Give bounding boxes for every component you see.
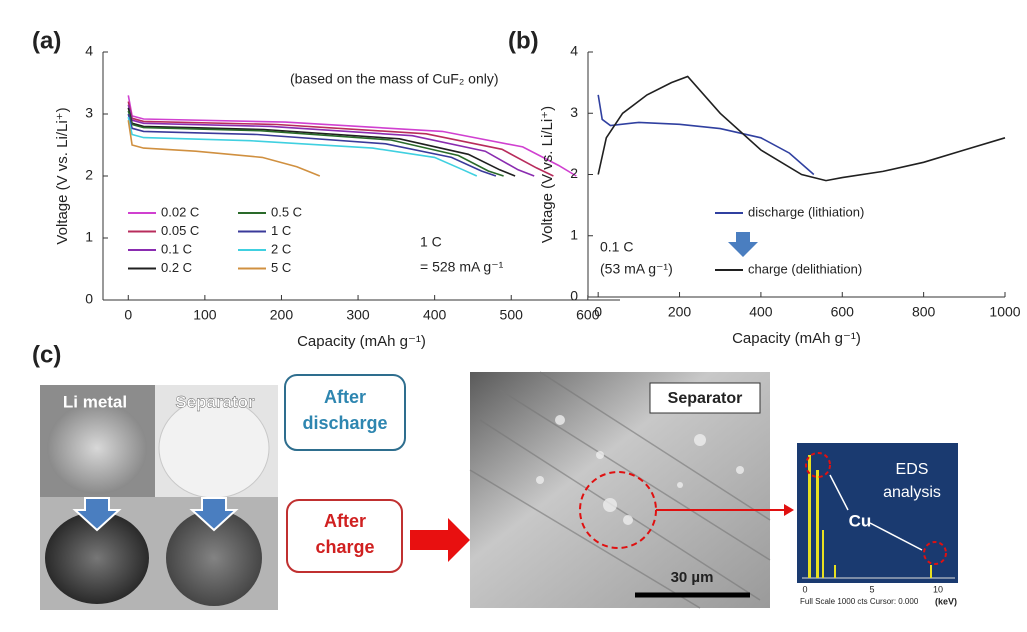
panel-label: (b): [508, 27, 539, 54]
state-box: [286, 499, 403, 573]
x-tick-label: 400: [423, 307, 447, 323]
sem-image: Separator 30 µm: [469, 371, 771, 609]
line-series: [127, 113, 497, 177]
state-label: After: [324, 511, 366, 531]
y-tick-label: 0: [85, 291, 93, 307]
panel-label: (c): [32, 341, 61, 368]
line-series: [127, 104, 535, 177]
legend-label: 0.1 C: [161, 241, 192, 256]
eds-element: Cu: [849, 511, 872, 530]
eds-tick: 0: [802, 584, 807, 594]
eds-footer: Full Scale 1000 cts Cursor: 0.000: [800, 597, 919, 606]
x-tick-label: 200: [668, 304, 692, 320]
annotation: 0.1 C: [600, 239, 633, 255]
legend-label: 0.02 C: [161, 204, 199, 219]
y-tick-label: 3: [570, 104, 578, 120]
line-series: [597, 75, 1006, 182]
x-tick-label: 1000: [989, 304, 1020, 320]
x-tick-label: 800: [912, 304, 936, 320]
x-tick-label: 200: [270, 307, 294, 323]
photo-label: Li metal: [63, 392, 127, 411]
state-label: discharge: [302, 413, 387, 433]
line-series: [127, 120, 321, 177]
line-series: [127, 95, 577, 177]
annotation: (based on the mass of CuF₂ only): [290, 71, 499, 87]
arrow: [728, 232, 758, 257]
y-tick-label: 1: [85, 229, 93, 245]
x-tick-label: 0: [594, 304, 602, 320]
line-series: [127, 110, 504, 177]
y-tick-label: 2: [85, 167, 93, 183]
state-label: After: [324, 387, 366, 407]
legend-label: 1 C: [271, 223, 291, 238]
panel-label: (a): [32, 27, 61, 54]
x-axis-label: Capacity (mAh g⁻¹): [732, 330, 861, 347]
legend-label: discharge (lithiation): [748, 204, 864, 219]
annotation: = 528 mA g⁻¹: [420, 259, 504, 275]
legend-label: 0.2 C: [161, 260, 192, 275]
x-tick-label: 300: [346, 307, 370, 323]
eds-tick: 10: [933, 584, 943, 594]
state-label: charge: [315, 537, 374, 557]
x-tick-label: 500: [500, 307, 524, 323]
line-series: [127, 116, 478, 177]
y-tick-label: 3: [85, 105, 93, 121]
x-tick-label: 600: [576, 307, 600, 323]
y-tick-label: 1: [570, 226, 578, 242]
x-axis-label: Capacity (mAh g⁻¹): [297, 333, 426, 350]
eds-tick: 5: [869, 584, 874, 594]
y-tick-label: 2: [570, 165, 578, 181]
x-tick-label: 400: [749, 304, 773, 320]
legend-label: 0.05 C: [161, 223, 199, 238]
legend-label: 0.5 C: [271, 204, 302, 219]
legend-label: charge (delithiation): [748, 261, 862, 276]
photo-label: Separator: [175, 392, 255, 411]
legend-label: 2 C: [271, 241, 291, 256]
eds-title: EDS: [896, 461, 929, 478]
arrow: [410, 518, 470, 562]
arrow: [784, 504, 794, 516]
sem-label: Separator: [668, 390, 743, 407]
eds-spectrum: EDS analysis Cu 0 5 10 Full Scale 1000 c…: [797, 443, 958, 606]
y-tick-label: 4: [85, 43, 93, 59]
x-tick-label: 0: [124, 307, 132, 323]
state-box: [284, 374, 406, 451]
y-tick-label: 0: [570, 288, 578, 304]
photos: Li metal Separator: [40, 385, 278, 610]
eds-title: analysis: [883, 484, 941, 501]
y-tick-label: 4: [570, 43, 578, 59]
y-axis-label: Voltage (V vs. Li/Li⁺): [539, 106, 556, 243]
legend-label: 5 C: [271, 260, 291, 275]
x-tick-label: 100: [193, 307, 217, 323]
scale-bar-label: 30 µm: [671, 569, 714, 586]
line-series: [127, 101, 554, 177]
annotation: (53 mA g⁻¹): [600, 261, 673, 277]
annotation: 1 C: [420, 234, 442, 250]
y-axis-label: Voltage (V vs. Li/Li⁺): [54, 107, 71, 244]
line-series: [127, 107, 516, 177]
eds-unit: (keV): [935, 596, 957, 606]
x-tick-label: 600: [831, 304, 855, 320]
line-series: [597, 94, 815, 176]
